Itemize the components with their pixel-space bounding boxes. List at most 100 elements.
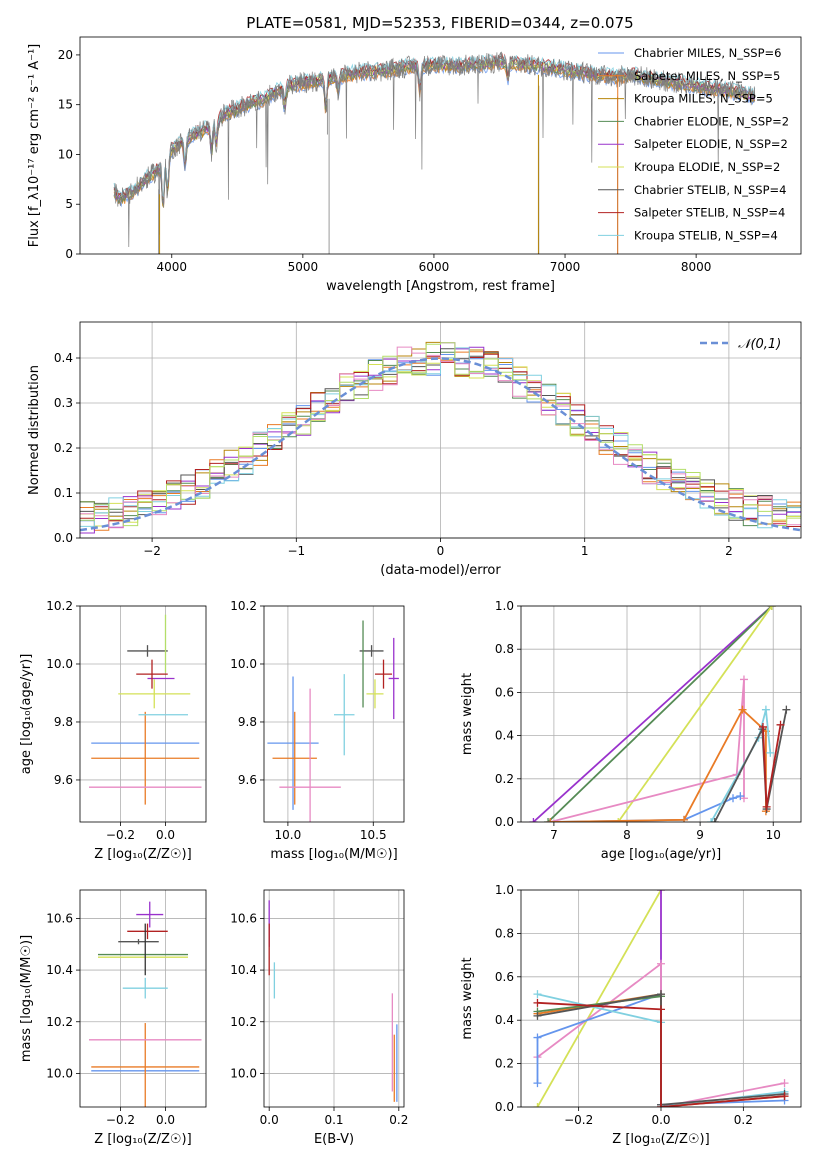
weight-marker	[533, 990, 542, 999]
weight-marker	[657, 959, 665, 968]
weight-marker	[657, 890, 665, 894]
weight-line	[537, 995, 662, 1013]
x-tick-label: 0.2	[389, 1113, 408, 1127]
plot-area	[529, 606, 791, 822]
data-point	[127, 923, 168, 940]
weight-marker	[776, 720, 785, 729]
x-axis-label: Z [log₁₀(Z/Z☉)]	[94, 847, 191, 862]
y-tick-label: 10.4	[230, 963, 257, 977]
z-age-panel: −0.2 0.0 9.6 9.8 10.0 10.2 Z [log₁₀(Z/Z☉)] age …	[19, 599, 207, 862]
spectrum-legend: Chabrier MILES, N_SSP=6 Salpeter MILES, N…	[598, 46, 789, 242]
x-tick-label: 5000	[288, 260, 319, 274]
x-tick-label: 8000	[681, 260, 712, 274]
y-tick-label: 5	[65, 197, 73, 211]
weight-line	[710, 709, 772, 822]
figure-title: PLATE=0581, MJD=52353, FIBERID=0344, z=0…	[246, 14, 633, 32]
spectrum-panel: 4000 5000 6000 7000 8000 0 5 10 15 20 wavelength […	[27, 36, 802, 294]
weight-marker	[657, 1103, 665, 1107]
plot-frame	[79, 889, 207, 1108]
z-mass-panel: −0.2 0.0 10.0 10.2 10.4 10.6 Z [log₁₀(Z/Z☉)] ma…	[19, 889, 207, 1147]
y-tick-label: 10.6	[46, 911, 73, 925]
x-tick-label: 6000	[419, 260, 450, 274]
y-tick-label: 20	[58, 48, 73, 62]
y-tick-label: 0.6	[495, 970, 514, 984]
y-axis-label: mass weight	[460, 673, 475, 755]
y-tick-label: 9.8	[54, 715, 73, 729]
weight-marker	[546, 818, 555, 822]
weight-marker	[762, 802, 771, 811]
weight-marker	[533, 1011, 542, 1020]
y-tick-label: 9.8	[238, 715, 257, 729]
legend-label: Kroupa STELIB, N_SSP=4	[634, 228, 778, 242]
data-point	[366, 679, 384, 709]
legend-label: Chabrier MILES, N_SSP=6	[634, 46, 781, 60]
x-axis-label: wavelength [Angstrom, rest frame]	[326, 279, 555, 294]
x-tick-label: 7	[550, 828, 558, 842]
plot-frame	[263, 605, 405, 823]
y-tick-label: 0.1	[54, 486, 73, 500]
y-axis-label: age [log₁₀(age/yr)]	[19, 654, 34, 775]
y-tick-label: 0.4	[54, 351, 73, 365]
plot-area	[113, 51, 756, 254]
weight-marker	[657, 990, 665, 999]
x-tick-label: 0.0	[260, 1113, 279, 1127]
weight-line	[532, 606, 773, 822]
plot-frame	[79, 36, 802, 255]
y-tick-label: 0.8	[495, 926, 514, 940]
y-axis-label: Normed distribution	[27, 365, 42, 495]
weight-marker	[767, 606, 776, 610]
y-tick-label: 0.2	[495, 772, 514, 786]
y-tick-label: 0	[65, 247, 73, 261]
y-tick-label: 1.0	[495, 599, 514, 613]
x-axis-label: (data-model)/error	[380, 563, 501, 578]
weight-marker	[761, 705, 770, 714]
age-weight-panel: 7 8 9 10 0.0 0.2 0.4 0.6 0.8 1.0 age [log₁₀(age/yr…	[460, 599, 802, 862]
legend-label: Salpeter STELIB, N_SSP=4	[634, 206, 785, 220]
weight-marker	[680, 815, 689, 822]
y-tick-label: 9.6	[238, 773, 257, 787]
y-tick-label: 0.2	[54, 441, 73, 455]
weight-marker	[544, 818, 553, 822]
y-tick-label: 0.3	[54, 396, 73, 410]
y-axis-label: mass weight	[460, 957, 475, 1039]
y-tick-label: 0.4	[495, 1013, 514, 1027]
y-tick-label: 9.6	[54, 773, 73, 787]
y-tick-label: 10.2	[230, 1015, 257, 1029]
data-point	[136, 659, 168, 689]
y-tick-label: 10.4	[46, 963, 73, 977]
x-tick-label: −0.2	[106, 828, 135, 842]
y-tick-label: 0.4	[495, 729, 514, 743]
weight-marker	[529, 818, 538, 822]
x-tick-label: −2	[143, 544, 161, 558]
y-axis-label: mass [log₁₀(M/M☉)]	[19, 935, 34, 1062]
data-point	[91, 1023, 200, 1107]
y-tick-label: 0.0	[495, 815, 514, 829]
y-tick-label: 0.6	[495, 685, 514, 699]
weight-marker	[736, 792, 745, 801]
weight-line	[536, 890, 662, 1107]
plot-frame	[520, 889, 802, 1108]
data-point	[334, 674, 355, 756]
plot-area	[89, 901, 202, 1107]
weight-marker	[533, 998, 542, 1007]
y-tick-label: 10	[58, 147, 73, 161]
x-tick-label: 0.0	[156, 828, 175, 842]
legend-label: Salpeter MILES, N_SSP=5	[634, 69, 780, 83]
y-tick-label: 10.0	[46, 1066, 73, 1080]
y-tick-label: 10.2	[230, 599, 257, 613]
weight-marker	[780, 1092, 789, 1101]
legend-label: Kroupa ELODIE, N_SSP=2	[634, 160, 780, 174]
plot-area	[533, 890, 789, 1107]
y-tick-label: 10.0	[230, 1066, 257, 1080]
plot-area	[89, 614, 202, 805]
y-axis-label: Flux [f_λ10⁻¹⁷ erg cm⁻² s⁻¹ A⁻¹]	[27, 44, 42, 248]
x-tick-label: 0.1	[324, 1113, 343, 1127]
x-tick-label: 4000	[156, 260, 187, 274]
weight-line	[617, 606, 773, 822]
residuals-panel: −2 −1 0 1 2 0.0 0.1 0.2 0.3 0.4 (data-model)/error…	[27, 321, 802, 578]
x-tick-label: 1	[581, 544, 589, 558]
weight-marker	[758, 722, 767, 731]
plot-area	[268, 900, 398, 1102]
weight-marker	[533, 1033, 542, 1042]
weight-line	[713, 709, 788, 822]
